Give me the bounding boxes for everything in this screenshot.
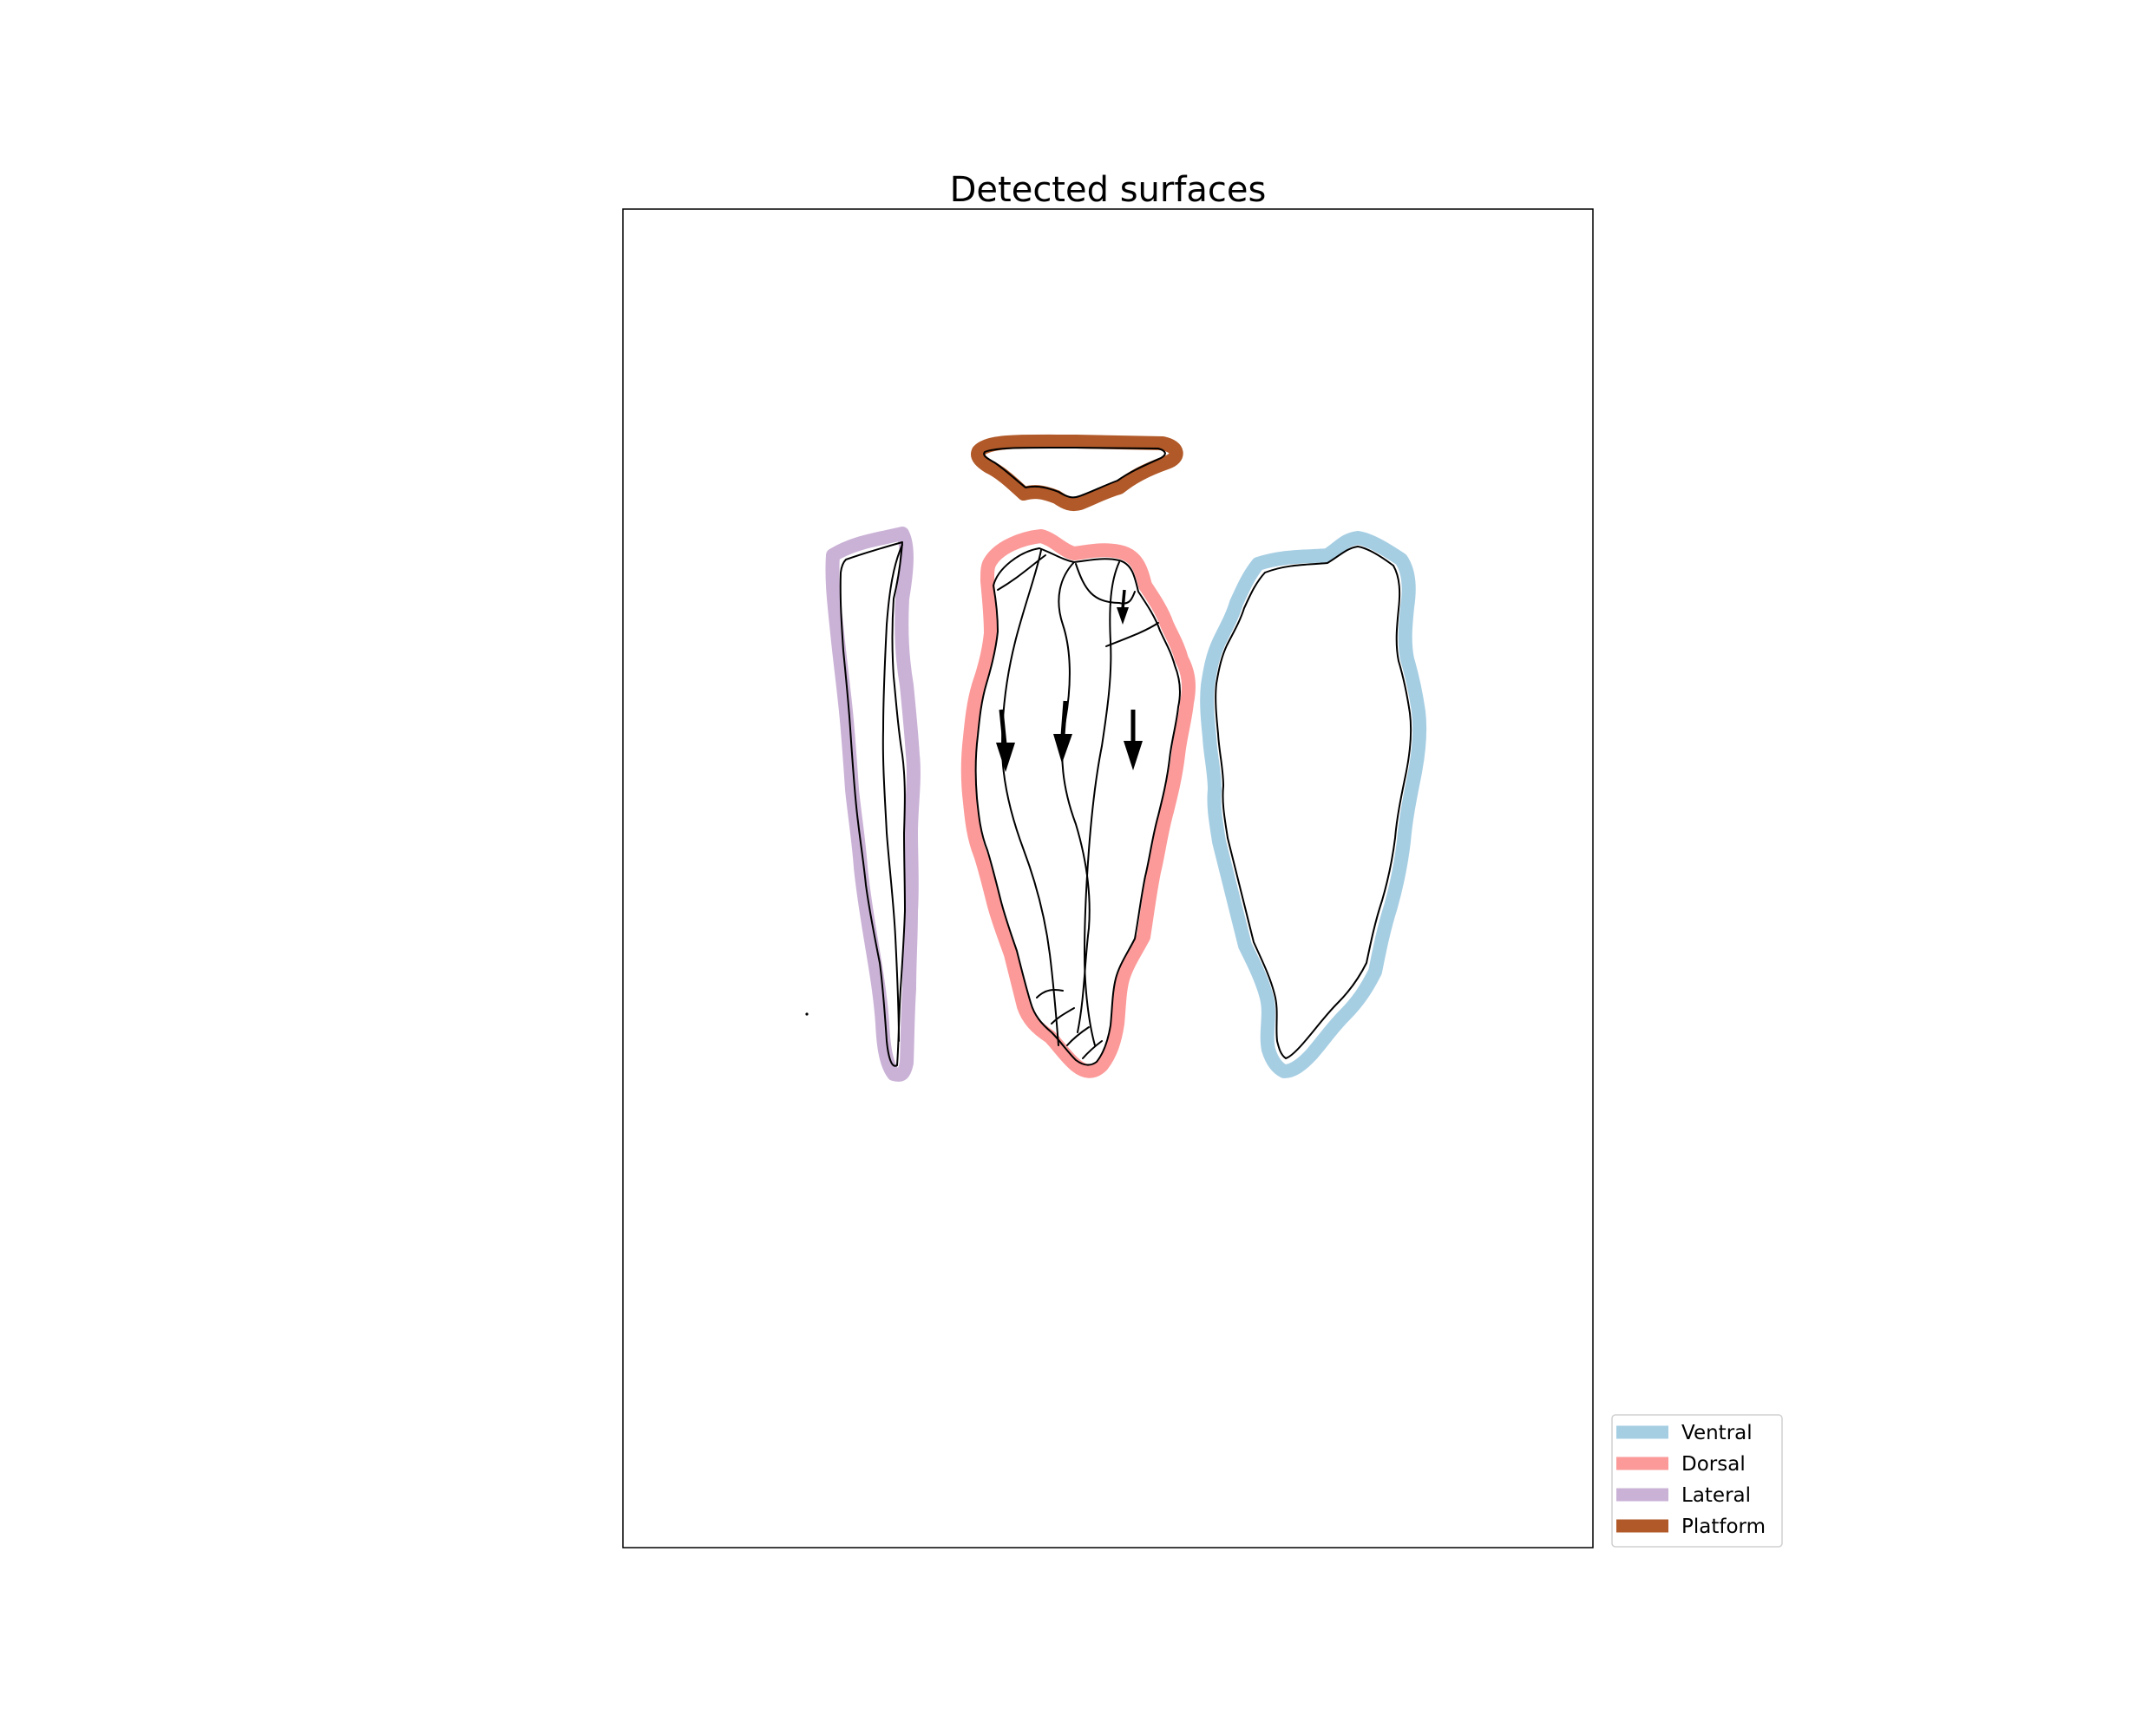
dorsal-ridge-right (1084, 561, 1120, 1046)
legend-label-ventral: Ventral (1681, 1422, 1753, 1444)
lateral-inner-outline (839, 541, 906, 1067)
ventral-inner-outline (1215, 546, 1412, 1059)
dorsal-scar-bottom-4 (1082, 1040, 1103, 1059)
dorsal-scar-bottom-1 (1036, 989, 1064, 998)
platform-outline (971, 434, 1183, 512)
legend-item-ventral: Ventral (1616, 1422, 1753, 1444)
scar-arrow-left (996, 709, 1015, 772)
scar-arrow-small (1117, 589, 1129, 625)
ventral-surface (1200, 531, 1427, 1078)
legend-label-platform: Platform (1681, 1516, 1766, 1538)
dorsal-surface (960, 529, 1196, 1078)
axes-frame (622, 208, 1594, 1548)
dorsal-scar-bottom-2 (1051, 1007, 1075, 1025)
legend-item-platform: Platform (1616, 1516, 1766, 1538)
platform-inner-outline (983, 446, 1166, 499)
dorsal-inner-outline (974, 547, 1182, 1066)
dorsal-scar-top-right (1105, 622, 1159, 647)
dorsal-scar-top-left (997, 554, 1046, 591)
dorsal-scar-bottom-3 (1066, 1026, 1090, 1046)
legend-box (1611, 1414, 1783, 1548)
scar-arrow-right (1124, 710, 1143, 770)
ventral-outline (1200, 531, 1427, 1078)
dorsal-ridge-center (1058, 561, 1091, 1033)
figure-title: Detected surfaces (950, 170, 1267, 210)
platform-surface (971, 434, 1183, 512)
dorsal-ridge-left (1001, 549, 1059, 1046)
legend-label-dorsal: Dorsal (1681, 1453, 1746, 1476)
legend: Ventral Dorsal Lateral Platform (1611, 1414, 1783, 1548)
legend-item-lateral: Lateral (1616, 1484, 1751, 1507)
legend-label-lateral: Lateral (1681, 1484, 1751, 1507)
legend-item-dorsal: Dorsal (1616, 1453, 1746, 1476)
dorsal-outline (960, 529, 1196, 1078)
scar-arrow-center (1053, 700, 1072, 763)
lateral-outline (825, 527, 921, 1082)
lateral-ridge-line (881, 544, 903, 1042)
stray-dot (805, 1012, 809, 1016)
lateral-surface (805, 527, 921, 1082)
dorsal-scar-top-mid (1075, 563, 1136, 605)
